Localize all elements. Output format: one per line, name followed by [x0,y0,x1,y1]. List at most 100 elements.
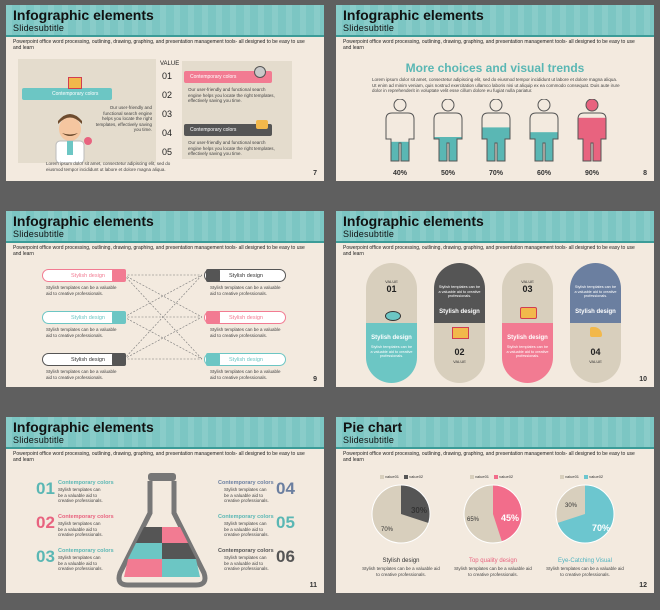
person-percent-label: 50% [441,170,456,177]
slide-9[interactable]: Infographic elements Slidesubtitle Power… [6,211,324,387]
person-figure: 90% [577,99,607,177]
step-number: 04 [276,479,295,498]
slide-subtitle: Slidesubtitle [13,23,65,33]
step-text: Stylish templates can be a valuable aid … [58,521,103,537]
slide-title: Infographic elements [343,213,484,229]
bus-icon [520,307,537,319]
capsule-title: Stylish design [371,335,412,341]
capsule-4: Stylish templates can be a valuable aid … [570,263,621,383]
slide-7[interactable]: Infographic elements Slidesubtitle Power… [6,5,324,181]
person-head [489,99,503,112]
slide-11[interactable]: Infographic elements Slidesubtitle Power… [6,417,324,593]
capsule-text: Stylish templates can be a valuable aid … [574,285,617,299]
step-title: Contemporary colors [58,514,114,520]
footer-text: Lorem ipsum dolor sit amet, consectetur … [46,161,171,172]
pie-legend: value01 value02 [466,474,513,479]
capsule-value-label: VALUE [385,279,398,284]
pie-big-label: 65% [466,517,479,523]
divider [336,35,654,37]
tag-right-3: Stylish design [204,353,286,366]
tag-right-2: Stylish design [204,311,286,324]
page-number: 7 [313,170,317,177]
value-number: 04 [162,128,173,138]
illustration-panel [18,59,156,163]
tag-left-1-text: Stylish templates can be a valuable aid … [46,285,117,296]
divider [6,447,324,449]
people-figures: 40% 50% 70% 60% 90% [385,99,607,177]
step-text: Stylish templates can be a valuable aid … [224,487,269,503]
step-number: 06 [276,547,295,566]
slide-description: Powerpoint office word processing, outli… [343,451,635,463]
capsule-2: Stylish templates can be a valuable aid … [434,263,485,383]
icon-badge [112,269,126,282]
slide-description: Powerpoint office word processing, outli… [343,39,635,51]
person-head [441,99,455,112]
section-heading: More choices and visual trends [405,61,585,75]
capsule-text: Stylish templates can be a valuable aid … [370,345,413,359]
tools-icon [256,120,268,129]
tag-left-3-text: Stylish templates can be a valuable aid … [46,369,117,380]
person-figure: 50% [433,99,463,177]
step-number: 02 [36,513,55,532]
pie-text: Stylish templates can be a valuable aid … [546,566,624,577]
person-fill-level [386,141,414,161]
capsule-number: 03 [522,284,533,294]
value-number: 03 [162,109,173,119]
step-text: Stylish templates can be a valuable aid … [224,555,269,571]
right-top-text: Our user-friendly and functional search … [188,87,275,103]
pie-small-label: 30% [410,506,427,515]
pie-small-label: 45% [500,513,519,523]
capsule-1: VALUE 01 Stylish design Stylish template… [366,263,417,383]
value-heading: VALUE [160,61,180,67]
tag-right-2-text: Stylish templates can be a valuable aid … [210,327,281,338]
page-number: 12 [639,582,647,589]
person-outline [577,112,607,162]
books-icon [452,327,469,339]
slide-8[interactable]: Infographic elements Slidesubtitle Power… [336,5,654,181]
step-number: 01 [36,479,55,498]
slide-title: Infographic elements [343,7,484,23]
capsule-title: Stylish design [507,335,548,341]
step-title: Contemporary colors [58,548,114,554]
value-number: 05 [162,147,173,157]
capsule-number: 02 [454,347,465,357]
capsule-title: Stylish design [575,309,616,315]
capsule-number: 04 [590,347,601,357]
slide-10[interactable]: Infographic elements Slidesubtitle Power… [336,211,654,387]
capsule-value-label: VALUE [589,359,602,364]
slide-banner [336,211,654,241]
slide-banner [6,211,324,241]
pie-outline [371,484,431,544]
pie-chart-1 [371,484,431,544]
right-bottom-arrow-label: Contemporary colors [184,124,272,136]
monitor-icon [206,311,220,324]
slide-description: Powerpoint office word processing, outli… [13,451,305,463]
eye-icon [112,311,126,324]
person-figure: 60% [529,99,559,177]
slide-description: Powerpoint office word processing, outli… [343,245,635,257]
pie-outline [463,484,523,544]
person-figure: 40% [385,99,415,177]
slide-description: Powerpoint office word processing, outli… [13,39,305,51]
pie-text: Stylish templates can be a valuable aid … [454,566,532,577]
slide-banner [336,5,654,35]
robot-icon [206,269,220,282]
pie-big-label: 70% [380,527,393,533]
value-number: 02 [162,90,173,100]
slide-12[interactable]: Pie chart Slidesubtitle Powerpoint offic… [336,417,654,593]
page-number: 9 [313,376,317,383]
capsule-value-label: VALUE [453,359,466,364]
divider [336,447,654,449]
slide-subtitle: Slidesubtitle [343,435,395,445]
pie-small-label: 30% [564,503,577,509]
step-title: Contemporary colors [218,480,274,486]
person-head [393,99,407,112]
step-number: 03 [36,547,55,566]
laptop-icon [206,353,220,366]
person-head [585,99,599,112]
eye-icon [385,311,401,321]
pie-title: Top quality design [468,558,518,564]
person-outline [481,112,511,162]
capsule-title: Stylish design [439,309,480,315]
capsule-value-label: VALUE [521,279,534,284]
